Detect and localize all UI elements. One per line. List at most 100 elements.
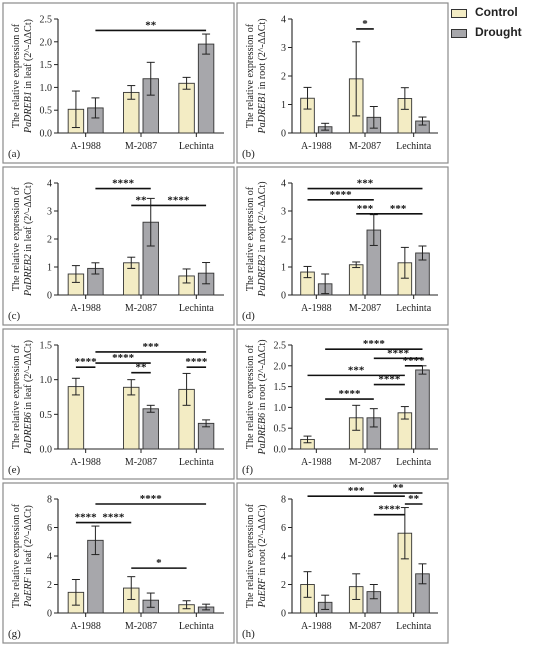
significance-label: *** [390, 203, 407, 215]
bar [197, 43, 215, 134]
panel-letter: (b) [242, 148, 255, 160]
significance-label: **** [330, 189, 353, 201]
y-tick-label: 1 [47, 263, 52, 274]
y-tick-label: 2.0 [274, 361, 287, 372]
x-tick-label: A-1988 [301, 141, 332, 152]
x-tick-label: M-2087 [349, 621, 381, 632]
y-tick-label: 0.5 [274, 424, 287, 435]
y-tick-label: 0 [281, 609, 286, 620]
legend: Control Drought [451, 5, 547, 45]
y-tick-label: 2 [281, 580, 286, 591]
y-tick-label: 6 [281, 523, 286, 534]
y-axis-label-gene: PaDREB2 in root (2^-ΔΔCt) [257, 181, 268, 297]
y-axis-label: The relative expression of [245, 186, 256, 291]
x-tick-label: A-1988 [301, 621, 332, 632]
significance-label: *** [357, 203, 374, 215]
chart-panel-2: 0 1 2 3 4 A-1988 M-2087 Lechinta * The relative e… [236, 2, 449, 164]
x-tick-label: A-1988 [70, 141, 101, 152]
x-tick-label: A-1988 [301, 303, 332, 314]
chart-panel-6: 0.0 0.5 1.0 1.5 2.0 2.5 A-1988 M-2087 Lechinta **… [236, 328, 449, 480]
y-axis-label: The relative expression of [245, 23, 256, 128]
chart-panel-5: 0.00.51.01.5A-1988 M-2087 Lechinta********… [2, 328, 235, 480]
bar [67, 386, 85, 450]
significance-label: * [156, 557, 162, 569]
bar [348, 264, 364, 296]
y-tick-label: 0.5 [40, 106, 53, 117]
y-axis-label: The relative expression of [11, 344, 22, 449]
y-axis-label-gene: PaERF in root (2^-ΔΔCt) [257, 505, 268, 609]
significance-label: ** [408, 493, 420, 505]
bar [415, 369, 430, 450]
panel-frame [2, 482, 235, 644]
y-tick-label: 6 [47, 523, 52, 534]
y-tick-label: 8 [281, 495, 286, 506]
y-tick-label: 2 [47, 580, 52, 591]
y-tick-label: 0 [281, 129, 286, 140]
x-tick-label: A-1988 [70, 457, 101, 468]
y-tick-label: 3 [281, 207, 286, 218]
legend-label-drought: Drought [475, 25, 522, 39]
significance-label: **** [403, 355, 426, 367]
y-axis-label: The relative expression of [245, 503, 256, 608]
x-tick-label: A-1988 [70, 303, 101, 314]
bar [142, 408, 159, 450]
panel-frame [2, 166, 235, 326]
x-tick-label: M-2087 [349, 303, 381, 314]
x-tick-label: Lechinta [179, 141, 215, 152]
y-axis-label-gene: PaDREB1 in root (2^-ΔΔCt) [257, 18, 268, 134]
y-tick-label: 4 [281, 15, 286, 26]
x-tick-label: M-2087 [125, 457, 157, 468]
significance-label: **** [140, 493, 163, 505]
x-tick-label: Lechinta [396, 457, 432, 468]
y-tick-label: 2 [281, 235, 286, 246]
panel-letter: (d) [242, 310, 255, 322]
y-axis-label-gene: PaERF in leaf (2^-ΔΔCt) [23, 505, 34, 608]
y-tick-label: 2.5 [274, 341, 287, 352]
panel-letter: (h) [242, 628, 255, 640]
x-tick-label: A-1988 [301, 457, 332, 468]
panel-frame [2, 328, 235, 480]
y-tick-label: 1.0 [40, 83, 53, 94]
panel-letter: (c) [8, 310, 21, 322]
x-tick-label: Lechinta [179, 621, 215, 632]
x-tick-label: Lechinta [179, 457, 215, 468]
y-tick-label: 1.0 [274, 403, 287, 414]
significance-label: * [362, 18, 368, 30]
significance-label: *** [348, 485, 365, 497]
y-tick-label: 2.5 [40, 15, 53, 26]
y-tick-label: 1 [281, 100, 286, 111]
y-axis-label-gene: PaDREB6 in leaf (2^-ΔΔCt) [23, 340, 34, 455]
significance-label: ** [393, 482, 405, 494]
control-swatch [451, 9, 467, 18]
y-tick-label: 1.5 [40, 60, 53, 71]
significance-label: **** [112, 178, 135, 190]
panel-frame [2, 2, 235, 164]
significance-label: **** [167, 194, 190, 206]
y-axis-label-gene: PaDREB2 in leaf (2^-ΔΔCt) [23, 182, 34, 297]
x-tick-label: Lechinta [179, 303, 215, 314]
panel-frame [236, 328, 449, 480]
y-tick-label: 0 [47, 609, 52, 620]
significance-label: **** [363, 338, 386, 350]
y-tick-label: 0.0 [40, 129, 53, 140]
y-tick-label: 2.0 [40, 37, 53, 48]
significance-label: *** [348, 364, 365, 376]
panel-frame [236, 166, 449, 326]
x-tick-label: Lechinta [396, 621, 432, 632]
y-tick-label: 4 [47, 179, 52, 190]
y-tick-label: 0 [47, 291, 52, 302]
y-tick-label: 1 [281, 263, 286, 274]
panel-frame [236, 482, 449, 644]
significance-label: **** [112, 352, 135, 364]
y-axis-label: The relative expression of [11, 503, 22, 608]
y-tick-label: 1.5 [40, 341, 53, 352]
y-axis-label-gene: PaDREB6 in root (2^-ΔΔCt) [257, 339, 268, 455]
significance-label: **** [75, 512, 98, 524]
panel-letter: (e) [8, 464, 21, 476]
x-tick-label: M-2087 [125, 621, 157, 632]
significance-label: **** [378, 504, 401, 516]
significance-label: **** [387, 347, 410, 359]
x-tick-label: Lechinta [396, 303, 432, 314]
